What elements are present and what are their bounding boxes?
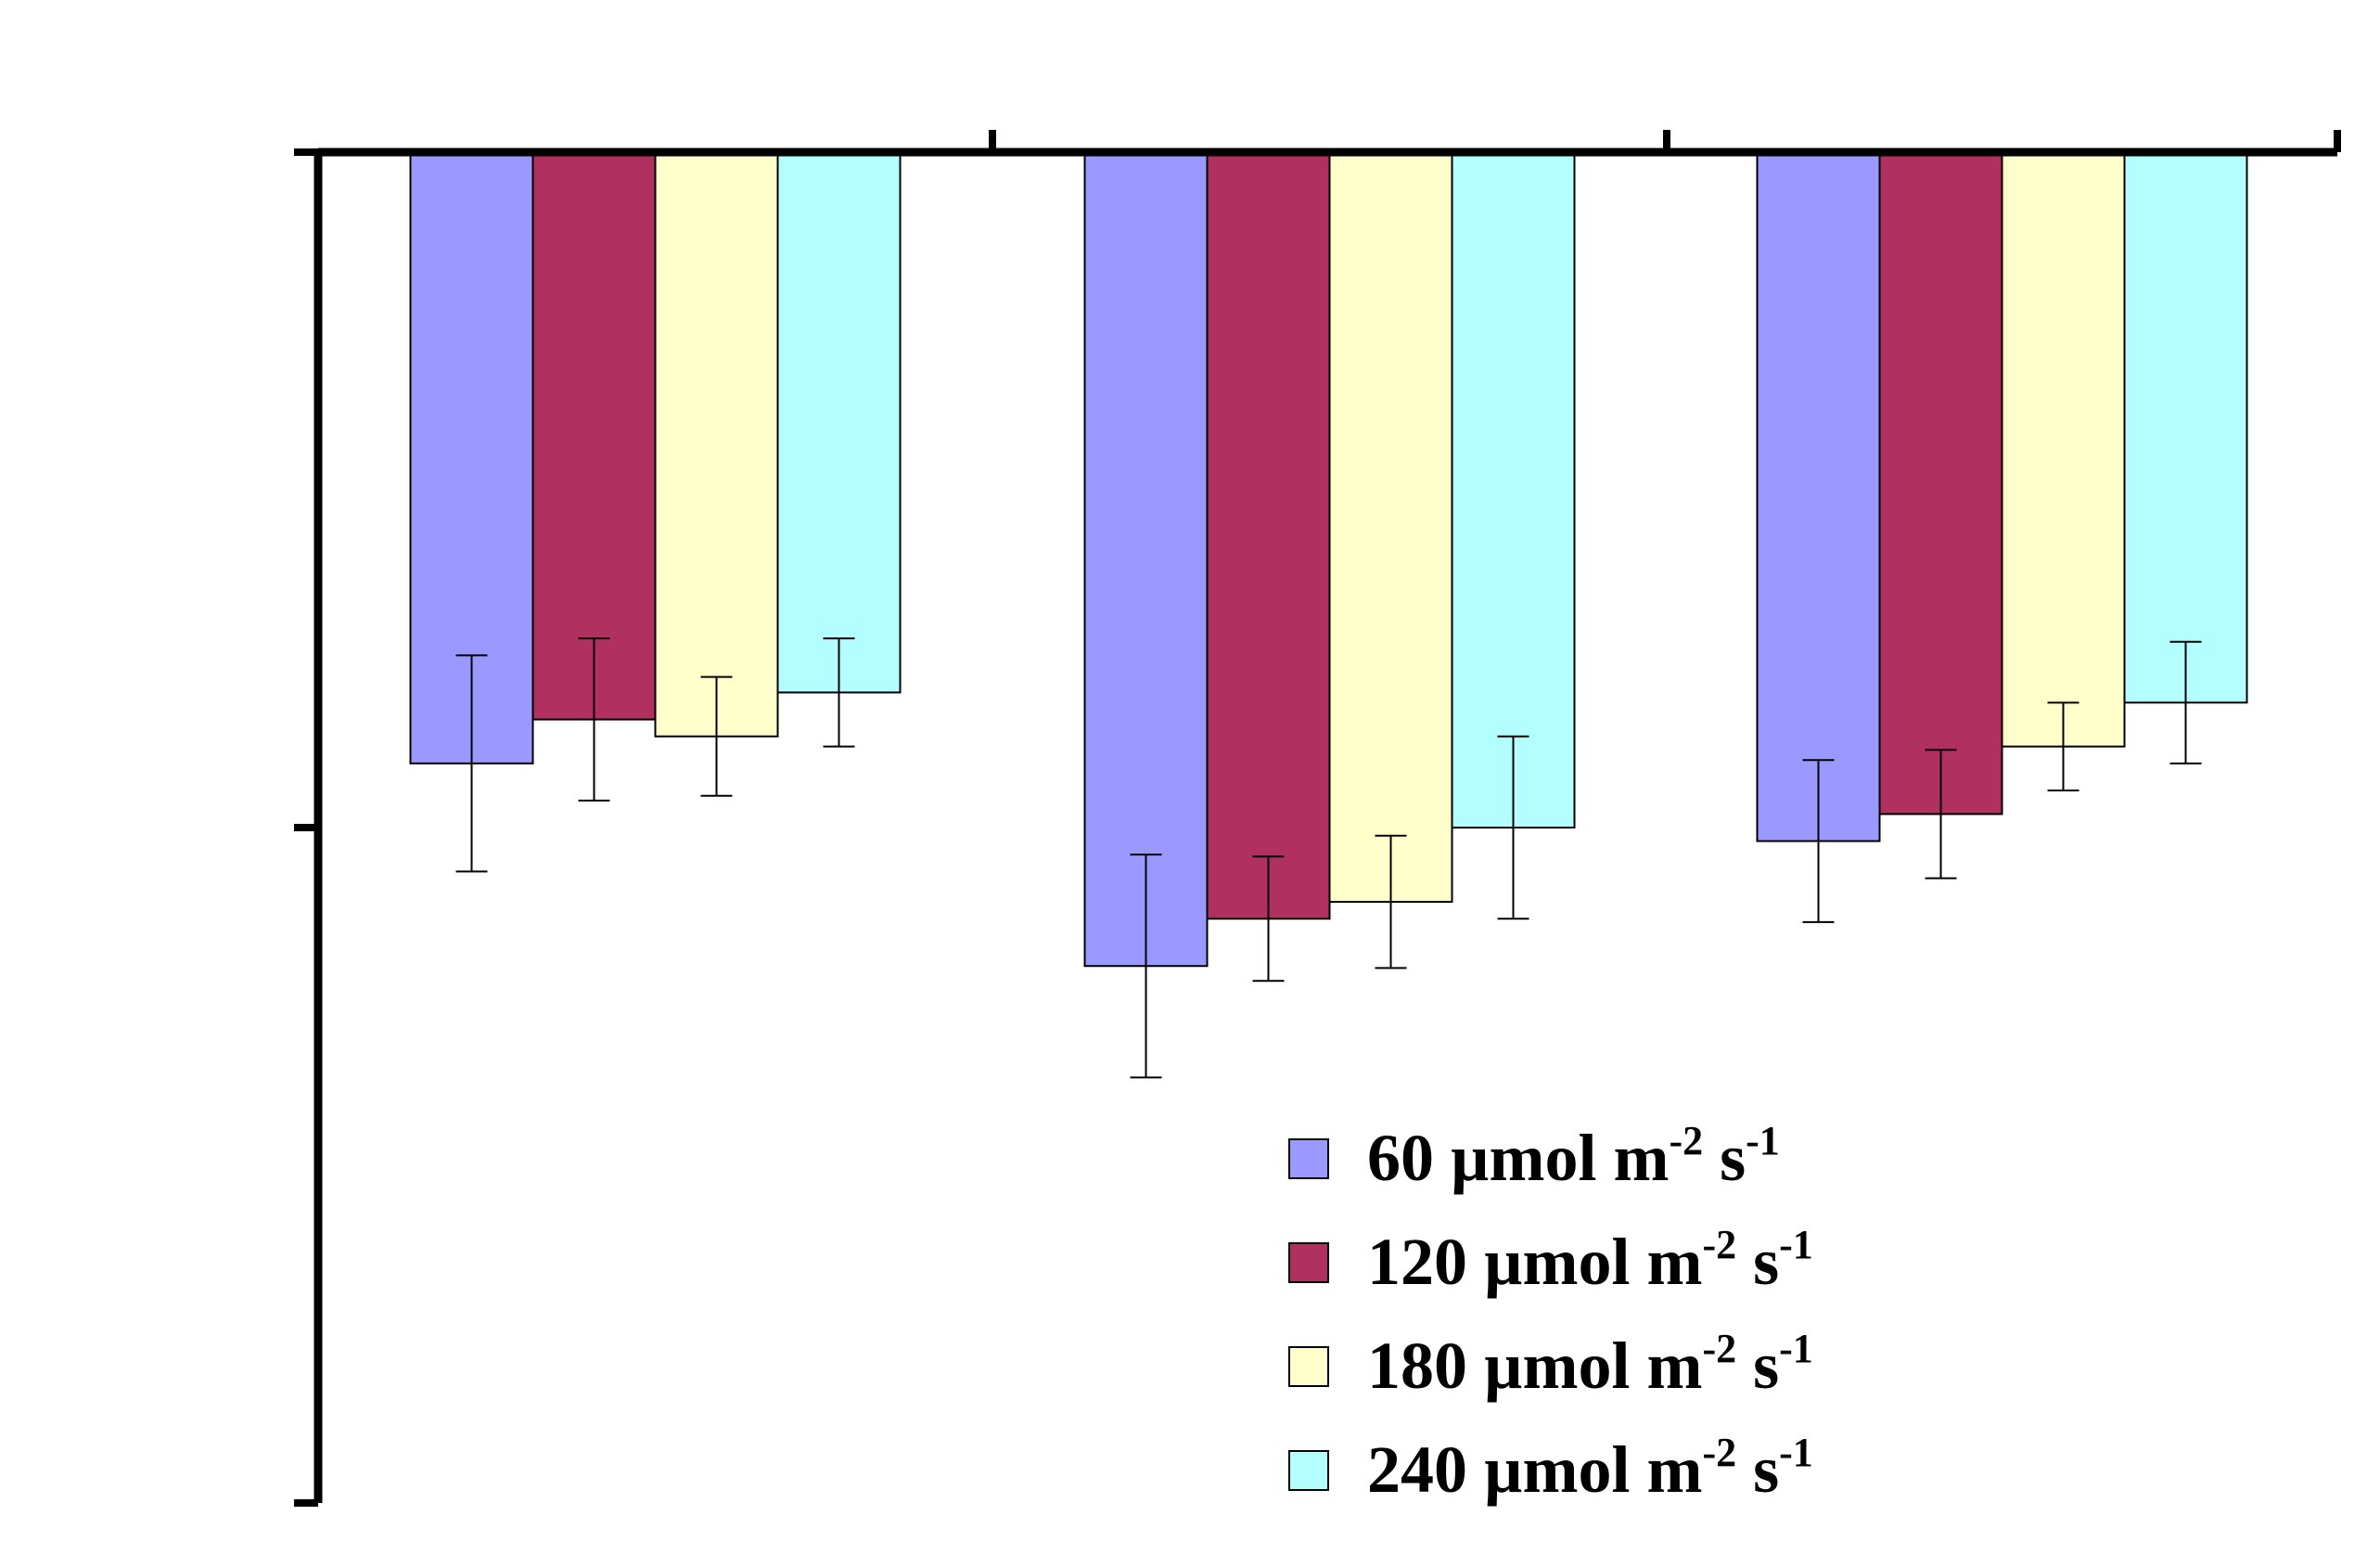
legend-label-mid-3: s xyxy=(1736,1432,1779,1507)
legend-label-main-3: 240 µmol m xyxy=(1367,1432,1702,1507)
bar-pumpkin-1 xyxy=(1878,151,2003,816)
bar-wheat-2 xyxy=(1328,151,1453,904)
legend-label-main-2: 180 µmol m xyxy=(1367,1329,1702,1403)
bars-layer xyxy=(409,151,2248,968)
bar-wheat-1 xyxy=(1206,151,1331,920)
legend-swatch-1 xyxy=(1288,1242,1329,1283)
bar-wheat-3 xyxy=(1451,151,1576,828)
legend-label-exp2-3: -1 xyxy=(1779,1430,1813,1475)
bar-wheat-0 xyxy=(1083,151,1209,968)
bar-pumpkin-3 xyxy=(2123,151,2248,704)
legend-label-1: 120 µmol m-2 s-1 xyxy=(1367,1222,1813,1299)
legend-label-mid-1: s xyxy=(1736,1225,1779,1299)
legend-label-exp2-2: -1 xyxy=(1779,1326,1813,1371)
legend-label-3: 240 µmol m-2 s-1 xyxy=(1367,1430,1813,1507)
legend-swatch-0 xyxy=(1288,1138,1329,1179)
bar-pumpkin-0 xyxy=(1756,151,1881,842)
axes-layer xyxy=(294,130,2341,1507)
legend-label-mid-0: s xyxy=(1703,1121,1746,1195)
legend-label-exp2-1: -1 xyxy=(1779,1222,1813,1267)
legend-label-exp-2: -2 xyxy=(1702,1326,1736,1371)
legend-label-2: 180 µmol m-2 s-1 xyxy=(1367,1326,1813,1403)
legend-label-exp2-0: -1 xyxy=(1746,1118,1780,1163)
legend-label-exp-3: -2 xyxy=(1702,1430,1736,1475)
bar-pea-3 xyxy=(776,151,902,694)
legend-label-0: 60 µmol m-2 s-1 xyxy=(1367,1118,1780,1195)
error-bars-layer xyxy=(455,637,2202,1079)
bar-pumpkin-2 xyxy=(2001,151,2126,748)
legend-label-main-1: 120 µmol m xyxy=(1367,1225,1702,1299)
bar-pea-2 xyxy=(654,151,779,738)
legend-label-exp-0: -2 xyxy=(1669,1118,1703,1163)
bar-pea-1 xyxy=(531,151,657,721)
legend-label-mid-2: s xyxy=(1736,1329,1779,1403)
legend-swatch-3 xyxy=(1288,1450,1329,1491)
legend-swatch-2 xyxy=(1288,1346,1329,1387)
legend-label-main-0: 60 µmol m xyxy=(1367,1121,1669,1195)
legend-label-exp-1: -2 xyxy=(1702,1222,1736,1267)
